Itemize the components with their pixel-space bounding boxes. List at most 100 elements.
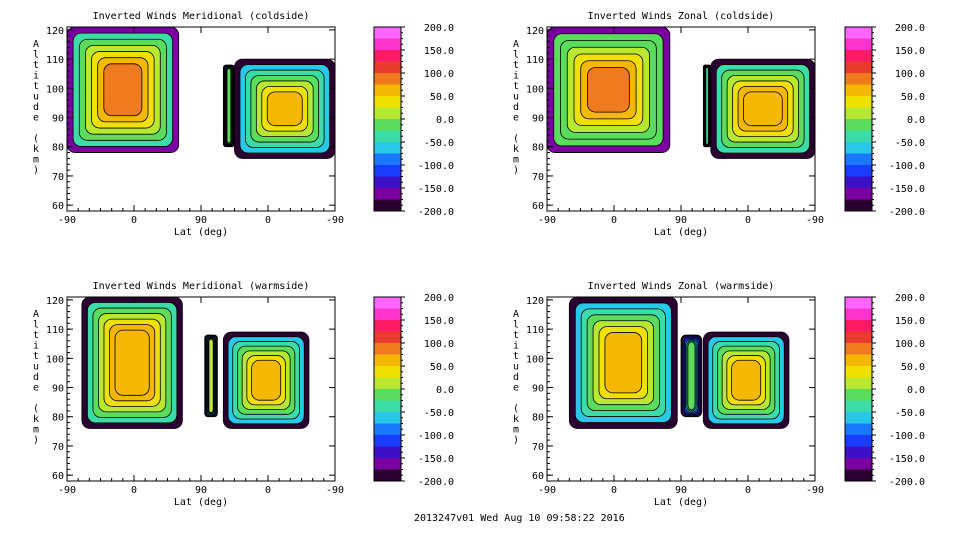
x-tick-label: 0 (745, 485, 751, 496)
y-tick-label: 120 (46, 296, 64, 307)
colorbar-swatch (374, 73, 401, 85)
colorbar-swatch (845, 107, 872, 120)
colorbar-label: 0.0 (907, 115, 925, 126)
colorbar-swatch (374, 38, 401, 51)
colorbar-swatch (374, 50, 401, 62)
colorbar-swatch (845, 458, 872, 470)
y-tick-label: 110 (526, 325, 544, 336)
y-tick-label: 80 (532, 143, 544, 154)
colorbar-swatch (845, 354, 872, 367)
colorbar-swatch (374, 142, 401, 154)
y-tick-label: 120 (526, 26, 544, 37)
y-tick-label: 90 (52, 384, 64, 395)
colorbar-label: 100.0 (424, 339, 454, 350)
colorbar-label: 50.0 (901, 92, 925, 103)
colorbar-swatch (845, 366, 872, 378)
colorbar-label: 150.0 (895, 316, 925, 327)
x-axis-label: Lat (deg) (174, 227, 228, 238)
colorbar-swatch (374, 423, 401, 436)
colorbar-label: -150.0 (889, 184, 925, 195)
x-axis-label: Lat (deg) (654, 227, 708, 238)
colorbar-swatch (845, 27, 872, 39)
colorbar-swatch (374, 469, 401, 482)
y-tick-label: 110 (46, 325, 64, 336)
y-tick-label: 90 (532, 384, 544, 395)
colorbar-swatch (845, 377, 872, 390)
x-tick-label: 0 (131, 485, 137, 496)
colorbar: 200.0 150.0 100.0 50.0 0.0 -50.0 -100.0 -150.0 -… (373, 23, 454, 218)
colorbar-swatch (374, 366, 401, 378)
colorbar-swatch (374, 107, 401, 120)
x-tick-label: 0 (131, 215, 137, 226)
colorbar-swatch (845, 297, 872, 309)
colorbar-label: 0.0 (436, 115, 454, 126)
colorbar-swatch (845, 61, 872, 74)
y-tick-label: 90 (52, 114, 64, 125)
colorbar: 200.0 150.0 100.0 50.0 0.0 -50.0 -100.0 -150.0 -… (373, 293, 454, 488)
x-tick-label: 0 (265, 215, 271, 226)
x-tick-label: 0 (265, 485, 271, 496)
colorbar-label: 150.0 (424, 316, 454, 327)
colorbar-swatch (374, 446, 401, 459)
x-tick-label: 90 (195, 485, 207, 496)
y-tick-label: 100 (46, 84, 64, 95)
colorbar-swatch (374, 165, 401, 177)
data-region (222, 331, 310, 429)
footer-timestamp: 2013247v01 Wed Aug 10 09:58:22 2016 (414, 513, 625, 524)
colorbar-label: 50.0 (430, 92, 454, 103)
x-tick-label: -90 (58, 485, 76, 496)
contour-band (731, 359, 762, 401)
x-tick-label: -90 (538, 485, 556, 496)
y-tick-label: 60 (532, 201, 544, 212)
colorbar-swatch (845, 96, 872, 108)
x-tick-label: 90 (195, 215, 207, 226)
colorbar-swatch (374, 331, 401, 344)
colorbar-swatch (845, 50, 872, 62)
colorbar-swatch (374, 119, 401, 131)
contour-band (587, 67, 630, 113)
contour-band (226, 68, 232, 144)
y-tick-label: 80 (52, 413, 64, 424)
data-region (702, 331, 790, 429)
colorbar-label: -50.0 (424, 408, 454, 419)
colorbar-swatch (374, 412, 401, 424)
colorbar-label: -50.0 (895, 408, 925, 419)
y-tick-label: 70 (532, 442, 544, 453)
y-tick-label: 110 (526, 55, 544, 66)
colorbar-swatch (845, 188, 872, 200)
x-axis-label: Lat (deg) (174, 497, 228, 508)
x-tick-label: 90 (675, 485, 687, 496)
data-region (680, 334, 703, 418)
colorbar-swatch (374, 188, 401, 200)
x-tick-label: 0 (611, 485, 617, 496)
colorbar-swatch (845, 199, 872, 212)
chart-title: Inverted Winds Zonal (coldside) (588, 11, 775, 22)
colorbar-swatch (845, 73, 872, 85)
colorbar: 200.0 150.0 100.0 50.0 0.0 -50.0 -100.0 -150.0 -… (844, 23, 925, 218)
contour-band (743, 91, 783, 127)
colorbar-label: 100.0 (895, 69, 925, 80)
chart-panel-2: Inverted Winds Zonal (coldside) -90 0 90 0 -9… (513, 11, 925, 238)
y-tick-label: 60 (532, 471, 544, 482)
x-axis-label: Lat (deg) (654, 497, 708, 508)
x-tick-label: -90 (806, 215, 824, 226)
data-region (710, 58, 816, 159)
colorbar-swatch (845, 446, 872, 459)
contour-band (208, 338, 214, 413)
colorbar-label: -200.0 (418, 477, 454, 488)
colorbar-swatch (374, 130, 401, 143)
colorbar-swatch (845, 84, 872, 97)
colorbar-swatch (374, 96, 401, 108)
y-tick-label: 100 (46, 354, 64, 365)
colorbar-swatch (845, 435, 872, 447)
colorbar-label: 50.0 (901, 362, 925, 373)
colorbar-label: -50.0 (895, 138, 925, 149)
colorbar-label: 200.0 (424, 23, 454, 34)
data-region (546, 26, 671, 153)
colorbar-swatch (845, 176, 872, 189)
contour-band (266, 91, 303, 127)
